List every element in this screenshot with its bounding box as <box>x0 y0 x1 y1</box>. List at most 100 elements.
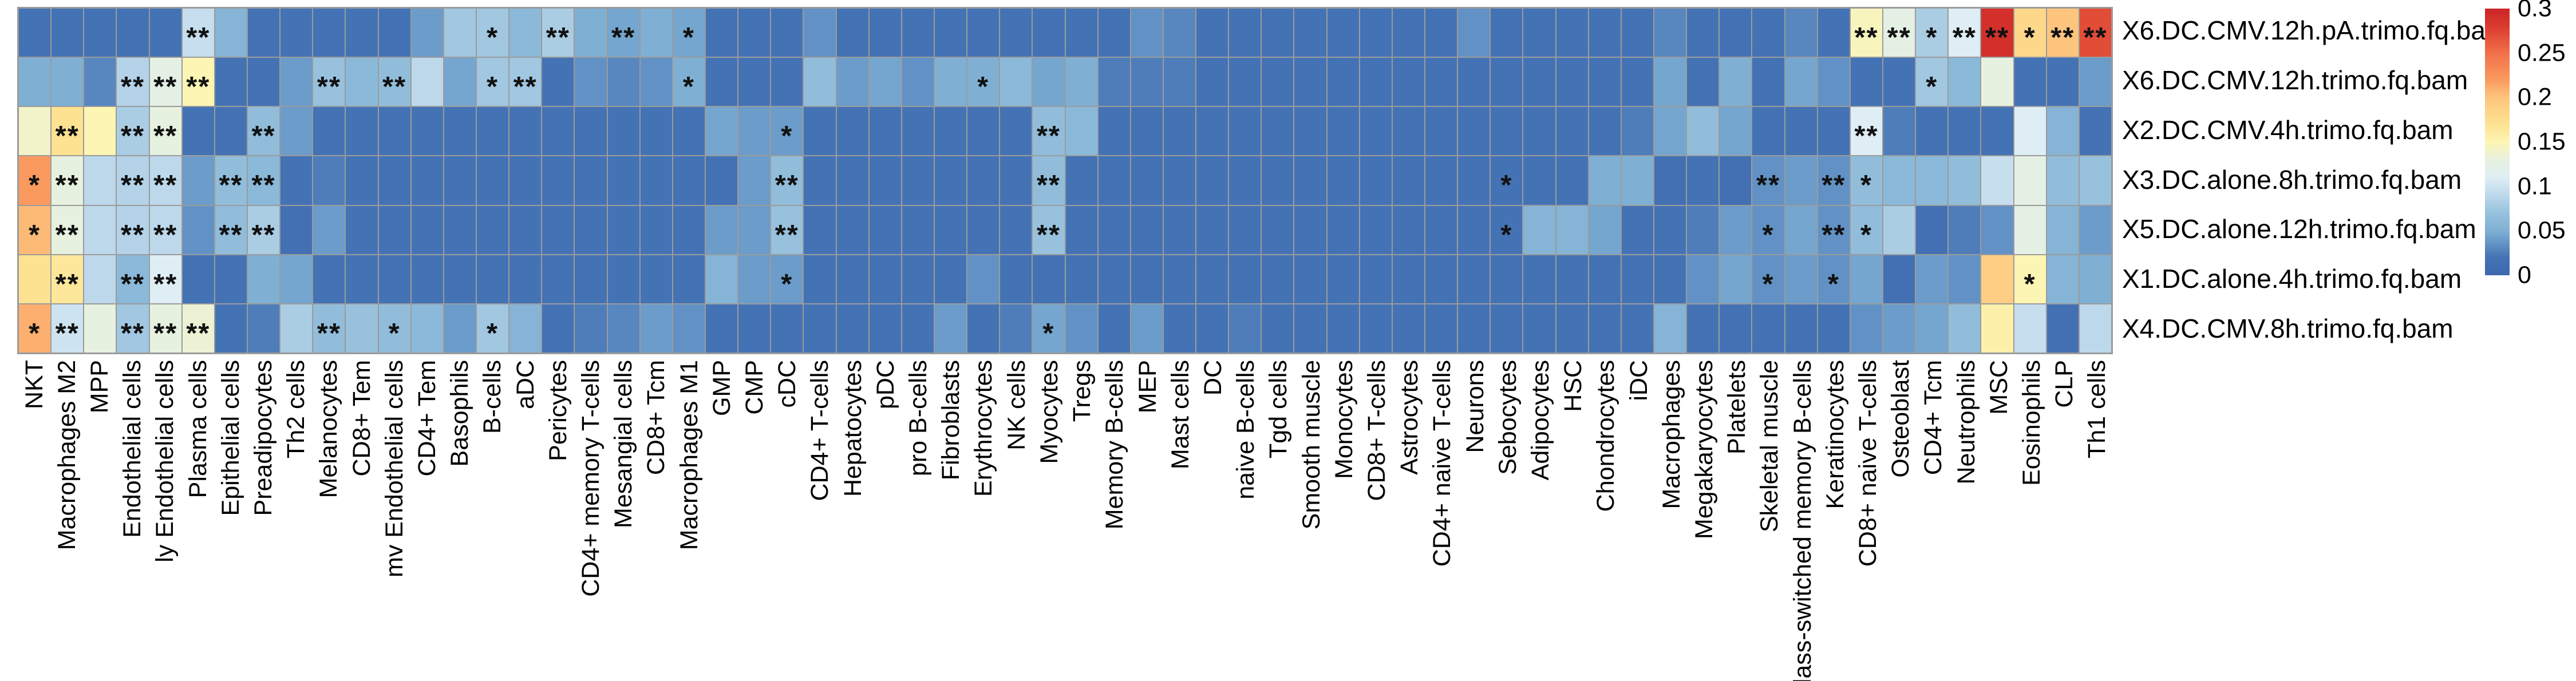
column-label: Megakaryocytes <box>1690 360 1718 540</box>
heatmap-cell <box>182 255 214 303</box>
heatmap-cell <box>1785 304 1817 353</box>
heatmap-cell <box>1065 156 1097 205</box>
heatmap-cell <box>476 107 509 156</box>
heatmap-cell <box>1752 9 1784 57</box>
heatmap-cell <box>1687 107 1719 156</box>
significance-star: ** <box>219 219 243 251</box>
heatmap-cell: ** <box>1850 107 1883 156</box>
heatmap-cell <box>1687 156 1719 205</box>
heatmap-cell <box>1294 156 1326 205</box>
heatmap-cell <box>1654 9 1686 57</box>
heatmap-cell <box>1033 255 1065 303</box>
heatmap-cell <box>1523 205 1555 254</box>
heatmap-cell <box>869 205 901 254</box>
heatmap-cell <box>1033 9 1065 57</box>
heatmap-cell <box>1425 156 1457 205</box>
heatmap-cell <box>673 107 705 156</box>
heatmap-cell <box>1818 9 1850 57</box>
heatmap-cell <box>1883 58 1915 106</box>
heatmap-cell <box>1720 9 1752 57</box>
column-label: Endothelial cells <box>118 360 147 538</box>
column-label: Epithelial cells <box>216 360 244 516</box>
heatmap-cell <box>1000 58 1032 106</box>
heatmap-cell <box>1523 58 1555 106</box>
heatmap-cell <box>2079 156 2111 205</box>
heatmap-cell: ** <box>149 304 181 353</box>
heatmap-cell <box>1327 304 1359 353</box>
heatmap-cell: * <box>673 58 705 106</box>
column-label: Skeletal muscle <box>1756 360 1784 533</box>
heatmap-cell <box>1621 58 1654 106</box>
heatmap-cell <box>607 205 639 254</box>
column-label: aDC <box>511 360 539 410</box>
heatmap-cell <box>934 9 967 57</box>
column-label: Macrophages M2 <box>53 360 81 551</box>
column-label: Fibroblasts <box>937 360 965 481</box>
heatmap-cell <box>1000 156 1032 205</box>
significance-star: * <box>29 318 41 349</box>
heatmap-cell <box>1556 156 1588 205</box>
heatmap-cell <box>1458 255 1490 303</box>
heatmap-cell <box>346 107 378 156</box>
significance-star: * <box>977 72 990 103</box>
heatmap-cell: * <box>1916 58 1948 106</box>
heatmap-cell: ** <box>1033 205 1065 254</box>
heatmap-cell: ** <box>215 205 247 254</box>
heatmap-cell <box>2014 304 2046 353</box>
column-label: cDC <box>773 360 801 408</box>
column-label: Smooth muscle <box>1297 360 1325 530</box>
heatmap-cell <box>2079 304 2111 353</box>
heatmap-cell <box>1458 107 1490 156</box>
heatmap-cell <box>705 156 738 205</box>
heatmap-cell <box>967 107 999 156</box>
heatmap-cell <box>1163 255 1196 303</box>
heatmap-cell <box>607 304 639 353</box>
heatmap-cell <box>2046 255 2079 303</box>
heatmap-cell: * <box>1491 205 1523 254</box>
heatmap-cell <box>247 9 280 57</box>
heatmap-cell <box>1981 58 2013 106</box>
heatmap-cell <box>967 205 999 254</box>
heatmap-cell <box>280 58 313 106</box>
heatmap-cell: * <box>476 9 509 57</box>
heatmap-cell <box>444 255 476 303</box>
heatmap-cell <box>1360 107 1392 156</box>
significance-star: ** <box>382 72 407 103</box>
heatmap-cell <box>411 107 443 156</box>
heatmap-cell <box>1131 156 1163 205</box>
heatmap-cell <box>902 58 934 106</box>
heatmap-cell <box>1262 205 1294 254</box>
column-label: CD8+ Tem <box>347 360 376 477</box>
heatmap-cell <box>738 9 771 57</box>
heatmap-cell <box>869 156 901 205</box>
heatmap-cell <box>1981 205 2013 254</box>
heatmap-cell <box>804 9 836 57</box>
heatmap-cell <box>738 156 771 205</box>
heatmap-cell <box>117 9 149 57</box>
colorbar-tick-label: 0.1 <box>2518 172 2552 200</box>
heatmap-cell <box>509 304 542 353</box>
heatmap-cell <box>1589 9 1621 57</box>
heatmap-cell: * <box>1850 156 1883 205</box>
heatmap-cell <box>1196 205 1228 254</box>
significance-star: ** <box>1756 170 1781 201</box>
significance-star: ** <box>546 22 570 54</box>
significance-star: ** <box>1822 219 1846 251</box>
heatmap-cell <box>2046 58 2079 106</box>
heatmap-cell <box>1327 107 1359 156</box>
heatmap-cell <box>1098 304 1130 353</box>
heatmap-cell <box>444 9 476 57</box>
row-label: X2.DC.CMV.4h.trimo.fq.bam <box>2122 114 2453 145</box>
heatmap-cell <box>509 255 542 303</box>
column-label: pro B-cells <box>904 360 933 477</box>
column-label: Preadipocytes <box>250 360 278 516</box>
column-label: Tgd cells <box>1265 360 1293 459</box>
significance-star: ** <box>1854 22 1879 54</box>
heatmap-cell <box>640 255 672 303</box>
heatmap-cell <box>934 304 967 353</box>
heatmap-cell <box>19 9 51 57</box>
heatmap-cell <box>1556 9 1588 57</box>
heatmap-cell <box>607 58 639 106</box>
column-label: iDC <box>1625 360 1653 401</box>
